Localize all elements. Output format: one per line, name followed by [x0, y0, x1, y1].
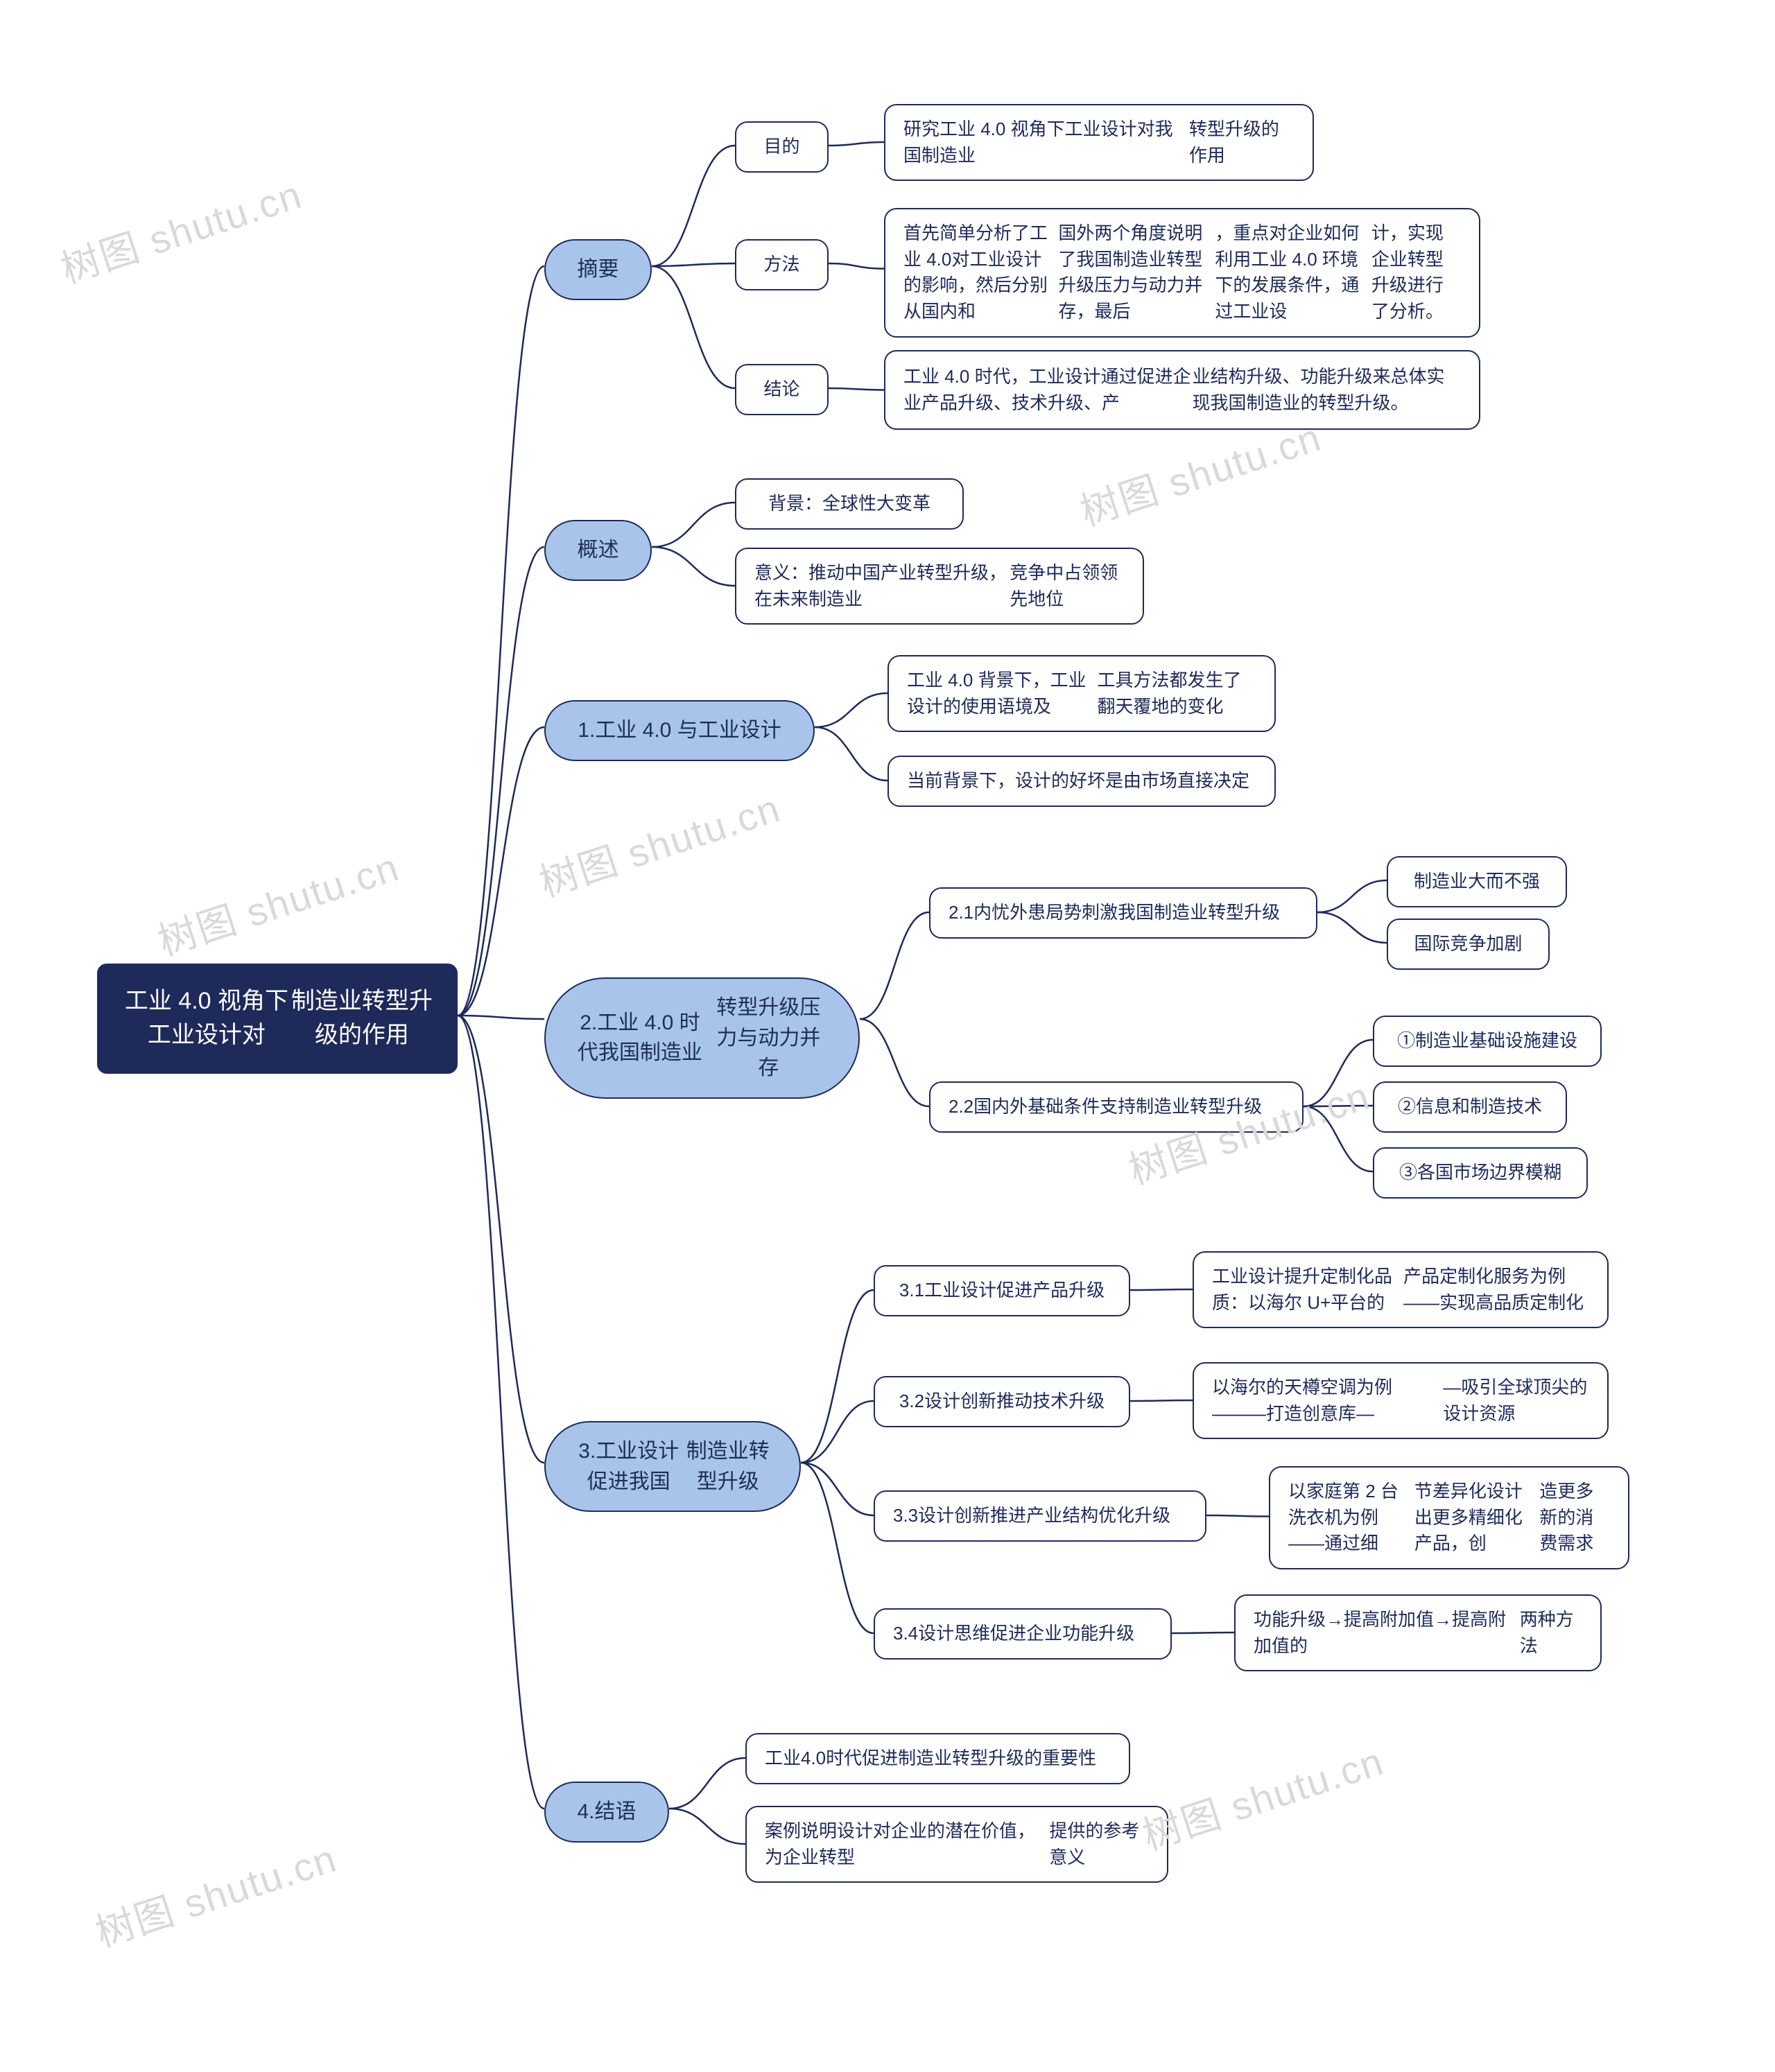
node-abstract: 摘要	[544, 239, 652, 300]
node-s22b: ②信息和制造技术	[1373, 1081, 1567, 1133]
node-conclusion_d: 工业 4.0 时代，工业设计通过促进企业产品升级、技术升级、产业结构升级、功能升…	[884, 350, 1480, 430]
node-s32: 3.2设计创新推动技术升级	[874, 1376, 1130, 1427]
node-sig: 意义：推动中国产业转型升级，在未来制造业竞争中占领领先地位	[735, 548, 1144, 625]
node-s1a: 工业 4.0 背景下，工业设计的使用语境及工具方法都发生了翻天覆地的变化	[888, 655, 1276, 732]
node-sec4: 4.结语	[544, 1782, 669, 1843]
node-s21b: 国际竞争加剧	[1387, 919, 1550, 970]
node-s41: 工业4.0时代促进制造业转型升级的重要性	[745, 1733, 1130, 1784]
node-s21a: 制造业大而不强	[1387, 856, 1567, 907]
watermark: 树图 shutu.cn	[87, 1827, 343, 1958]
watermark: 树图 shutu.cn	[1134, 1730, 1390, 1861]
node-s32a: 以海尔的天樽空调为例———打造创意库——吸引全球顶尖的设计资源	[1193, 1362, 1609, 1439]
node-overview: 概述	[544, 520, 652, 581]
node-s31: 3.1工业设计促进产品升级	[874, 1265, 1130, 1316]
watermark: 树图 shutu.cn	[531, 777, 787, 908]
node-s34a: 功能升级→提高附加值→提高附加值的两种方法	[1234, 1594, 1602, 1671]
node-sec3: 3.工业设计促进我国制造业转型升级	[544, 1421, 801, 1512]
node-purpose: 目的	[735, 121, 829, 173]
node-s22: 2.2国内外基础条件支持制造业转型升级	[929, 1081, 1304, 1133]
node-s22c: ③各国市场边界模糊	[1373, 1147, 1588, 1199]
node-s22a: ①制造业基础设施建设	[1373, 1016, 1602, 1067]
node-s42: 案例说明设计对企业的潜在价值，为企业转型提供的参考意义	[745, 1806, 1168, 1883]
node-s21: 2.1内忧外患局势刺激我国制造业转型升级	[929, 887, 1317, 939]
node-method: 方法	[735, 239, 829, 290]
node-purpose_d: 研究工业 4.0 视角下工业设计对我国制造业转型升级的作用	[884, 104, 1314, 181]
node-s1b: 当前背景下，设计的好坏是由市场直接决定	[888, 756, 1276, 807]
node-conclusion: 结论	[735, 364, 829, 415]
node-s34: 3.4设计思维促进企业功能升级	[874, 1608, 1172, 1660]
node-sec2: 2.工业 4.0 时代我国制造业转型升级压力与动力并存	[544, 977, 860, 1099]
watermark: 树图 shutu.cn	[150, 836, 406, 967]
node-bg: 背景：全球性大变革	[735, 478, 964, 530]
watermark: 树图 shutu.cn	[53, 164, 309, 295]
node-sec1: 1.工业 4.0 与工业设计	[544, 700, 815, 761]
node-method_d: 首先简单分析了工业 4.0对工业设计的影响，然后分别从国内和国外两个角度说明了我…	[884, 208, 1480, 338]
node-s31a: 工业设计提升定制化品质：以海尔 U+平台的产品定制化服务为例——实现高品质定制化	[1193, 1251, 1609, 1328]
node-s33: 3.3设计创新推进产业结构优化升级	[874, 1490, 1206, 1542]
node-root: 工业 4.0 视角下工业设计对制造业转型升级的作用	[97, 964, 458, 1074]
node-s33a: 以家庭第 2 台洗衣机为例——通过细节差异化设计出更多精细化产品，创造更多新的消…	[1269, 1466, 1629, 1569]
